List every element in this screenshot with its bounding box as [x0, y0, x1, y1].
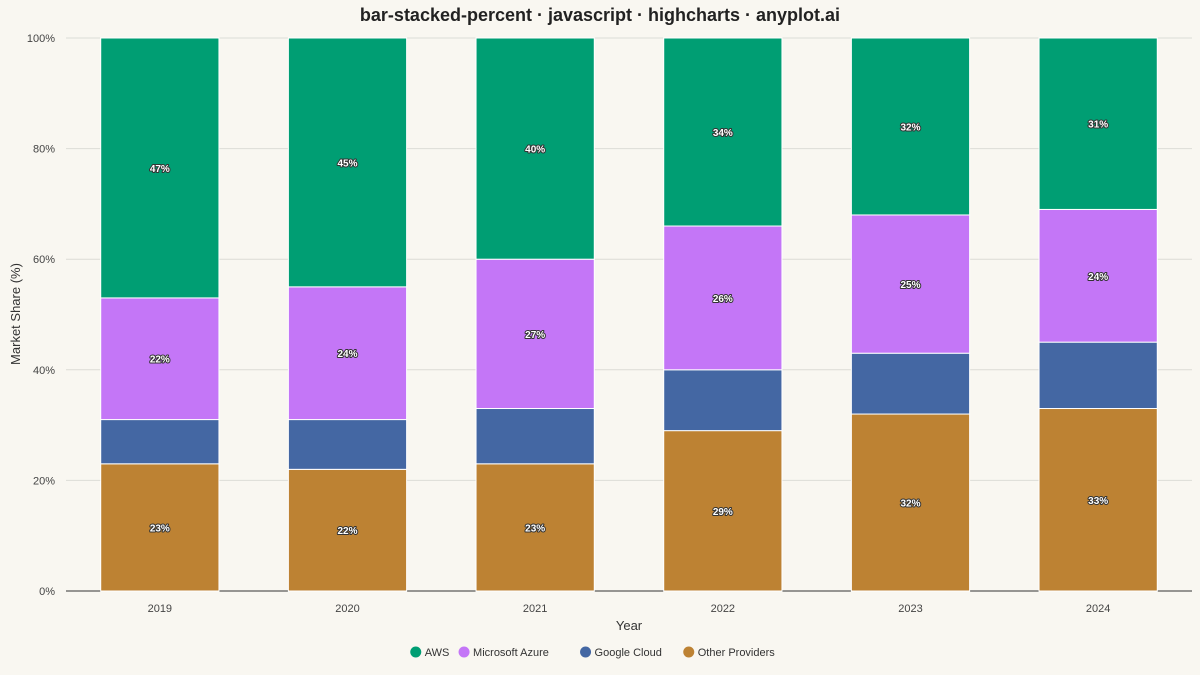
- data-label: 26%: [713, 294, 733, 305]
- legend-item-microsoft-azure[interactable]: Microsoft Azure: [458, 646, 549, 660]
- bar-segment-aws[interactable]: [287, 37, 408, 288]
- y-axis-ticks: 0% 20% 40% 60% 80% 100%: [27, 33, 55, 598]
- x-axis-ticks: 2019 2020 2021 2022 2023 2024: [148, 603, 1111, 615]
- bar-segment-microsoft-azure[interactable]: [1038, 208, 1158, 343]
- data-label: 32%: [900, 499, 920, 510]
- x-tick-label: 2021: [523, 603, 547, 615]
- bar-segment-google-cloud[interactable]: [663, 369, 783, 432]
- bar-segment-google-cloud[interactable]: [100, 419, 220, 465]
- bar-segment-other-providers[interactable]: [850, 413, 971, 592]
- legend-marker: [683, 646, 695, 658]
- data-label: 22%: [337, 526, 357, 537]
- data-label: 31%: [1088, 120, 1108, 131]
- data-label: 23%: [150, 523, 170, 534]
- bar-segment-google-cloud[interactable]: [850, 352, 971, 415]
- data-label: 24%: [337, 349, 357, 360]
- y-tick-label: 40%: [33, 365, 55, 377]
- data-label: 33%: [1088, 496, 1108, 507]
- chart-title: bar-stacked-percent · javascript · highc…: [360, 5, 840, 25]
- data-label: 40%: [525, 145, 545, 156]
- legend-item-other-providers[interactable]: Other Providers: [683, 646, 776, 660]
- x-tick-label: 2020: [335, 603, 359, 615]
- bar-segment-microsoft-azure[interactable]: [663, 225, 783, 371]
- legend-item-google-cloud[interactable]: Google Cloud: [580, 646, 662, 660]
- legend-marker: [580, 646, 592, 658]
- data-label: 45%: [337, 158, 357, 169]
- x-axis-title: Year: [616, 618, 643, 633]
- bar-segment-google-cloud[interactable]: [1038, 341, 1158, 410]
- bar-segment-aws[interactable]: [850, 37, 971, 216]
- data-label: 27%: [525, 330, 545, 341]
- x-tick-label: 2024: [1086, 603, 1110, 615]
- bar-segment-aws[interactable]: [663, 37, 783, 227]
- data-label: 47%: [150, 164, 170, 175]
- bar-segment-google-cloud[interactable]: [475, 408, 595, 465]
- bar-segment-other-providers[interactable]: [663, 430, 783, 592]
- legend-label: Microsoft Azure: [473, 647, 549, 659]
- y-axis-title: Market Share (%): [8, 263, 23, 365]
- data-label: 23%: [525, 523, 545, 534]
- legend[interactable]: AWS Microsoft Azure Google Cloud Other Prov…: [410, 646, 776, 660]
- bar-segment-aws[interactable]: [475, 37, 595, 260]
- data-label: 22%: [150, 355, 170, 366]
- legend-marker: [458, 646, 470, 658]
- data-label: 32%: [900, 122, 920, 133]
- bar-segment-aws[interactable]: [100, 37, 220, 299]
- data-label: 34%: [713, 128, 733, 139]
- x-tick-label: 2022: [711, 603, 735, 615]
- data-label: 24%: [1088, 272, 1108, 283]
- x-tick-label: 2019: [148, 603, 172, 615]
- gridlines: [66, 37, 1192, 592]
- legend-marker: [410, 646, 422, 658]
- bar-segment-microsoft-azure[interactable]: [850, 214, 971, 354]
- bar-segment-other-providers[interactable]: [1038, 408, 1158, 592]
- x-tick-label: 2023: [898, 603, 922, 615]
- legend-item-aws[interactable]: AWS: [410, 646, 450, 660]
- y-tick-label: 100%: [27, 33, 55, 45]
- y-tick-label: 20%: [33, 475, 55, 487]
- bar-segment-other-providers[interactable]: [100, 463, 220, 592]
- y-tick-label: 80%: [33, 144, 55, 156]
- bar-segment-microsoft-azure[interactable]: [475, 258, 595, 410]
- data-label: 25%: [900, 280, 920, 291]
- bar-segment-google-cloud[interactable]: [287, 419, 408, 470]
- y-tick-label: 60%: [33, 254, 55, 266]
- data-label: 29%: [713, 507, 733, 518]
- legend-label: AWS: [425, 647, 450, 659]
- bar-segment-other-providers[interactable]: [475, 463, 595, 592]
- legend-label: Google Cloud: [595, 647, 662, 659]
- y-tick-label: 0%: [39, 586, 55, 598]
- bar-segment-microsoft-azure[interactable]: [287, 286, 408, 421]
- bar-segment-microsoft-azure[interactable]: [100, 297, 220, 421]
- bar-segment-aws[interactable]: [1038, 37, 1158, 210]
- bar-stacks: 23% 22% 47% 22% 24% 45% 23% 27% 40% 29% 26% 34% 32% 2…: [100, 37, 1158, 592]
- legend-label: Other Providers: [698, 647, 776, 659]
